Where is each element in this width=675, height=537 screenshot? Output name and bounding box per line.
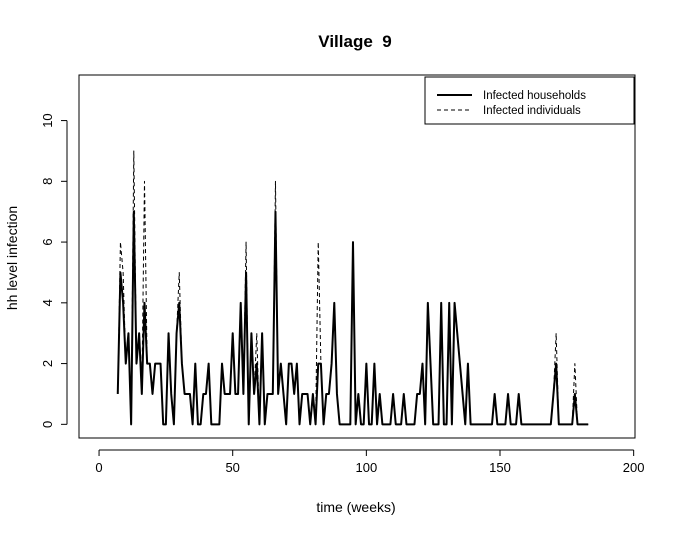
series-line-infected-households [116,210,589,426]
y-tick-label: 2 [40,360,55,367]
legend-label-infected-individuals: Infected individuals [483,105,581,117]
y-tick-label: 10 [40,113,55,127]
x-tick-label: 0 [95,460,102,475]
y-tick-label: 8 [40,178,55,185]
y-axis: 0 2 4 6 8 10 [40,113,68,428]
x-tick-label: 200 [623,460,645,475]
x-axis-title: time (weeks) [316,499,395,515]
y-tick-label: 0 [40,421,55,428]
series-layer [116,150,589,426]
x-axis: 0 50 100 150 200 [95,449,645,475]
legend-label-infected-households: Infected households [483,90,586,102]
x-tick-label: 50 [225,460,239,475]
x-tick-label: 150 [489,460,511,475]
plot-frame [78,74,636,439]
legend: Infected households Infected individuals [424,76,635,125]
y-axis-title: hh level infection [4,206,20,310]
y-tick-label: 6 [40,238,55,245]
legend-box [424,76,635,125]
chart-title: Village 9 [318,32,391,51]
x-tick-label: 100 [356,460,378,475]
y-tick-label: 4 [40,299,55,306]
